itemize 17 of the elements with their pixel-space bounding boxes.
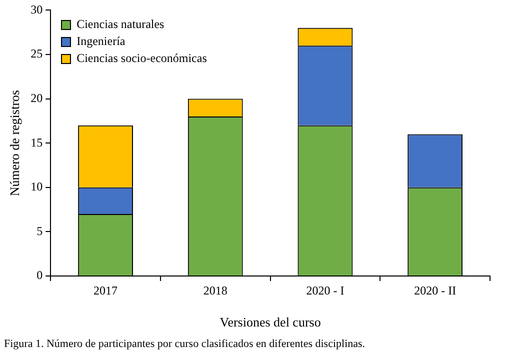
- text: Figura 1. Número de participantes por curso clasificados en diferentes disciplinas.: [4, 338, 366, 350]
- y-tick-label: 25: [30, 46, 43, 61]
- y-tick-label: 20: [30, 90, 43, 105]
- y-tick-label: 30: [30, 2, 43, 16]
- x-tick-label: 2020 - II: [414, 283, 456, 298]
- legend-label: Ciencias socio-económicas: [76, 51, 207, 66]
- x-tick-label: 2020 - I: [306, 283, 344, 298]
- y-axis-title: Número de registros: [7, 90, 22, 196]
- y-tick-label: 5: [36, 224, 43, 238]
- legend-label: Ingeniería: [76, 34, 126, 50]
- y-tick-label: 0: [36, 268, 43, 282]
- y-tick-label: 15: [30, 135, 43, 150]
- x-tick-label: 2017: [94, 283, 118, 298]
- y-tick-label: 10: [30, 180, 43, 194]
- legend-label: Ciencias naturales: [76, 17, 164, 32]
- x-tick-label: 2018: [203, 283, 228, 298]
- x-axis-title: Versiones del curso: [220, 314, 321, 330]
